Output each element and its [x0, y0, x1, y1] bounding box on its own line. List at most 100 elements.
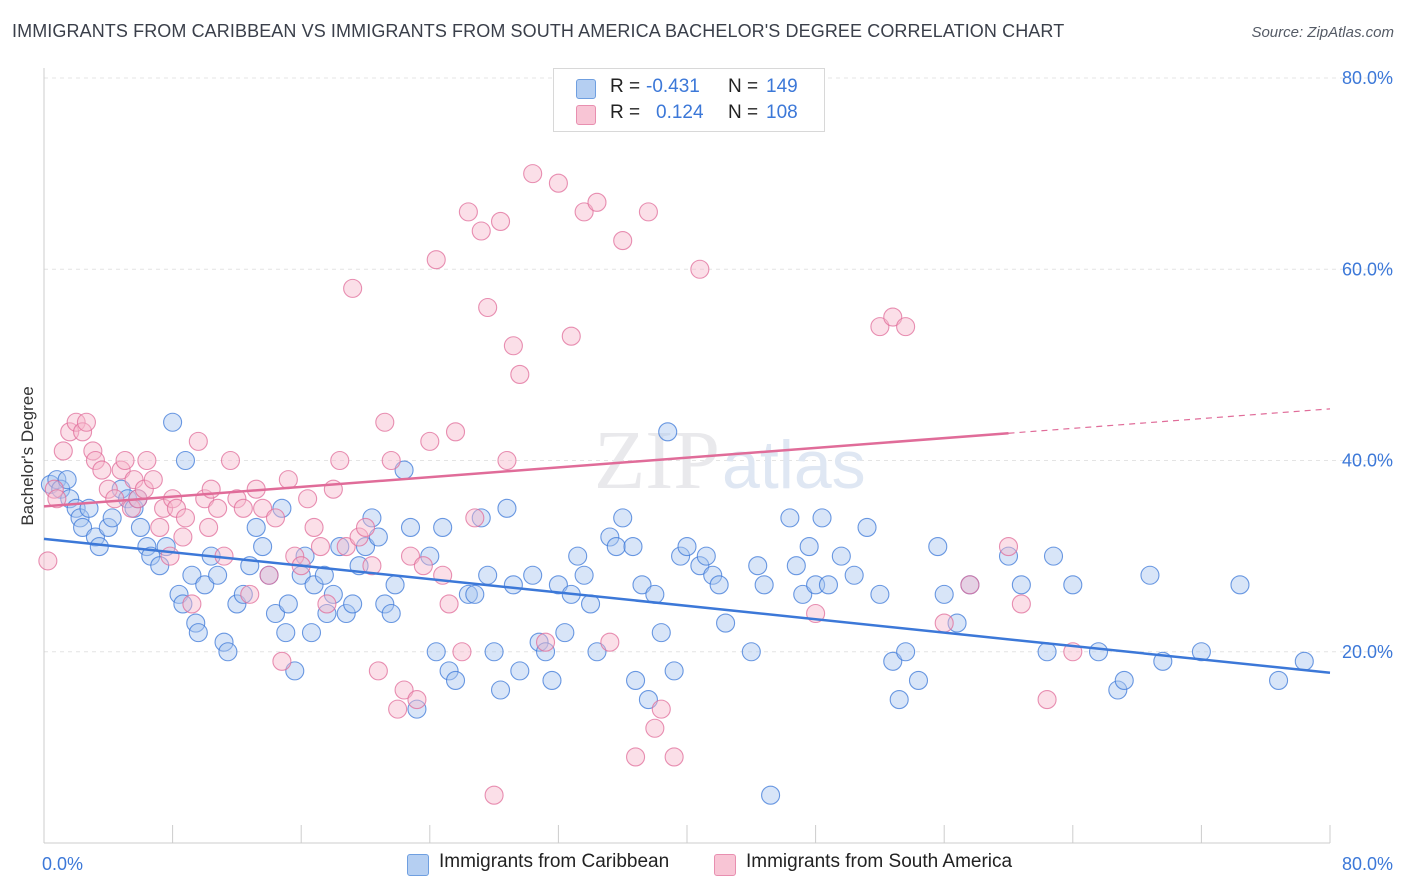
data-point: [220, 450, 241, 471]
data-point: [889, 690, 909, 710]
data-point: [317, 594, 337, 614]
data-point: [98, 517, 118, 537]
data-point: [381, 603, 401, 624]
data-point: [301, 623, 322, 643]
data-point: [658, 422, 678, 442]
data-point: [574, 202, 594, 222]
data-point: [1230, 575, 1250, 595]
n-value: 149: [766, 76, 798, 97]
source-note: Source: ZipAtlas.com: [1251, 24, 1394, 41]
data-point: [831, 546, 851, 566]
data-point: [1063, 575, 1083, 595]
data-point: [38, 551, 58, 571]
trend-lines: [43, 408, 1331, 675]
data-point: [497, 450, 517, 471]
caribbean-swatch: [576, 79, 596, 99]
data-point: [253, 498, 273, 518]
data-point: [793, 584, 813, 604]
data-point: [883, 651, 903, 671]
data-point: [272, 651, 292, 671]
data-point: [1037, 642, 1057, 662]
data-point: [336, 603, 356, 624]
data-point: [73, 517, 93, 537]
data-point: [195, 575, 215, 595]
data-point: [214, 632, 234, 652]
data-point: [896, 317, 916, 337]
data-point: [555, 623, 575, 643]
data-point: [471, 508, 491, 528]
data-point: [98, 479, 118, 499]
data-point: [385, 575, 405, 595]
data-point: [870, 584, 890, 604]
data-point: [664, 661, 684, 681]
data-point: [407, 699, 427, 719]
data-point: [799, 537, 819, 557]
data-point: [587, 642, 607, 662]
data-point: [355, 537, 376, 557]
data-point: [182, 565, 202, 585]
data-point: [754, 575, 774, 595]
data-point: [568, 546, 588, 566]
data-point: [638, 690, 658, 710]
data-point: [285, 661, 305, 681]
data-point: [111, 460, 131, 480]
data-point: [998, 537, 1019, 557]
data-point: [471, 221, 491, 241]
data-point: [548, 173, 568, 193]
data-point: [163, 489, 183, 509]
data-point: [535, 632, 556, 652]
data-point: [272, 498, 292, 518]
data-point: [561, 326, 581, 346]
data-point: [445, 422, 466, 442]
x-tick-label-max: 80.0%: [1342, 854, 1393, 874]
data-point: [458, 584, 478, 604]
data-point: [1088, 642, 1109, 662]
data-point: [66, 412, 86, 432]
data-point: [233, 498, 253, 518]
data-point: [651, 623, 671, 643]
data-point: [92, 460, 112, 480]
data-point: [1191, 642, 1211, 662]
data-point: [857, 517, 877, 537]
data-point: [510, 661, 530, 681]
data-point: [523, 565, 543, 585]
data-point: [265, 603, 286, 624]
trend-line: [43, 432, 1009, 508]
y-tick-label: 40.0%: [1342, 451, 1393, 471]
data-point: [227, 489, 247, 509]
data-point: [484, 785, 504, 805]
data-point: [413, 556, 433, 576]
data-point: [716, 613, 736, 633]
data-point: [998, 546, 1019, 566]
data-point: [645, 718, 665, 738]
n-value: 108: [766, 102, 798, 123]
data-point: [626, 747, 646, 767]
data-point: [375, 412, 395, 432]
r-value: -0.431: [646, 76, 700, 97]
y-tick-label: 60.0%: [1342, 259, 1393, 279]
data-point: [548, 575, 568, 595]
data-point: [934, 613, 954, 633]
data-point: [613, 508, 633, 528]
data-point: [160, 546, 180, 566]
data-point: [53, 441, 73, 461]
gridlines: [44, 77, 1392, 653]
data-point: [137, 450, 157, 471]
data-point: [314, 565, 334, 585]
data-point: [304, 517, 324, 537]
x-tick-label-min: 0.0%: [42, 854, 83, 874]
data-point: [1043, 546, 1064, 566]
data-point: [844, 565, 864, 585]
data-point: [124, 470, 144, 490]
data-point: [259, 565, 279, 585]
data-point: [600, 632, 620, 652]
data-point: [626, 670, 646, 690]
data-point: [150, 517, 170, 537]
data-point: [503, 336, 523, 356]
data-point: [420, 431, 440, 451]
data-point: [741, 642, 761, 662]
data-point: [490, 680, 511, 700]
data-point: [400, 517, 421, 537]
data-point: [246, 517, 266, 537]
data-point: [606, 537, 626, 557]
